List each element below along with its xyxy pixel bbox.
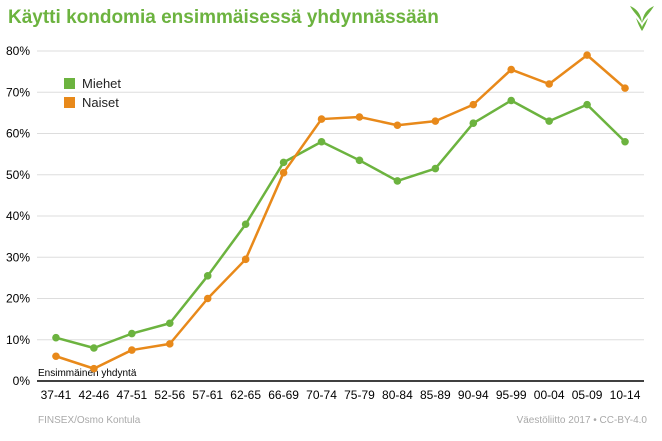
data-point	[393, 177, 402, 185]
x-tick-label: 95-99	[496, 388, 527, 402]
series-line	[55, 99, 626, 350]
y-tick-label: 0%	[13, 374, 31, 388]
data-point	[317, 137, 326, 146]
data-point	[393, 121, 402, 130]
legend-swatch-women	[64, 97, 75, 108]
x-tick-label: 80-84	[382, 388, 413, 402]
data-point	[507, 65, 516, 74]
data-point	[241, 220, 250, 229]
data-point	[469, 100, 478, 109]
y-tick-label: 70%	[6, 85, 30, 99]
series-lines	[52, 51, 629, 373]
legend-item-men: Miehet	[64, 74, 121, 93]
x-tick-label: 75-79	[344, 388, 375, 402]
vaestoliitto-leaf-logo-icon	[630, 6, 654, 31]
legend-label-men: Miehet	[82, 76, 122, 91]
y-tick-label: 80%	[6, 44, 30, 58]
data-point	[431, 164, 440, 173]
legend-label-women: Naiset	[82, 95, 119, 110]
x-tick-label: 10-14	[610, 388, 641, 402]
data-point	[279, 168, 288, 177]
x-tick-label: 42-46	[79, 388, 110, 402]
data-point	[203, 272, 212, 280]
y-tick-label: 10%	[6, 333, 30, 347]
x-tick-label: 37-41	[41, 388, 72, 402]
data-point	[317, 115, 326, 123]
y-tick-label: 20%	[6, 292, 30, 306]
series-line	[55, 53, 626, 370]
x-tick-label: 52-56	[154, 388, 185, 402]
data-point	[90, 364, 98, 373]
data-point	[583, 100, 591, 109]
data-point	[545, 117, 553, 125]
data-point	[621, 137, 629, 146]
x-axis-label: Ensimmäinen yhdyntä	[38, 368, 137, 379]
y-tick-label: 50%	[6, 168, 30, 182]
legend: Miehet Naiset	[64, 74, 121, 112]
license-credit: Väestöliitto 2017 • CC-BY-4.0	[516, 415, 647, 426]
x-tick-label: 90-94	[458, 388, 489, 402]
x-tick-label: 85-89	[420, 388, 451, 402]
data-point	[545, 80, 553, 88]
x-tick-label: 66-69	[268, 388, 299, 402]
legend-item-women: Naiset	[64, 93, 121, 112]
data-point	[431, 117, 440, 125]
data-point	[355, 156, 364, 165]
grid-lines	[37, 50, 644, 341]
x-tick-label: 70-74	[306, 388, 337, 402]
series-women	[52, 51, 629, 373]
data-point	[90, 344, 98, 352]
data-point	[355, 113, 364, 121]
y-axis-tick-labels: 0% 10% 20% 30% 40% 50% 60% 70% 80%	[6, 44, 30, 388]
data-point	[241, 255, 250, 264]
x-axis-tick-labels: 37-41 42-46 47-51 52-56 57-61 62-65 66-69 70-74…	[41, 388, 641, 402]
y-tick-label: 30%	[6, 250, 30, 264]
data-point	[621, 84, 629, 92]
data-point	[583, 51, 591, 59]
data-point	[128, 329, 136, 338]
data-point	[128, 346, 136, 354]
data-point	[469, 119, 478, 127]
data-point	[52, 352, 60, 361]
y-tick-label: 60%	[6, 127, 30, 141]
series-men	[52, 96, 629, 352]
x-tick-label: 57-61	[192, 388, 223, 402]
data-point	[279, 158, 288, 167]
x-tick-label: 05-09	[572, 388, 603, 402]
source-credit: FINSEX/Osmo Kontula	[38, 415, 141, 426]
chart-title: Käytti kondomia ensimmäisessä yhdynnässä…	[8, 7, 439, 28]
x-tick-label: 47-51	[116, 388, 147, 402]
x-tick-label: 00-04	[534, 388, 565, 402]
data-point	[203, 294, 212, 303]
x-tick-label: 62-65	[230, 388, 261, 402]
y-tick-label: 40%	[6, 209, 30, 223]
data-point	[165, 340, 174, 348]
legend-swatch-men	[64, 78, 75, 89]
data-point	[52, 333, 60, 342]
data-point	[165, 319, 174, 328]
data-point	[507, 96, 516, 105]
